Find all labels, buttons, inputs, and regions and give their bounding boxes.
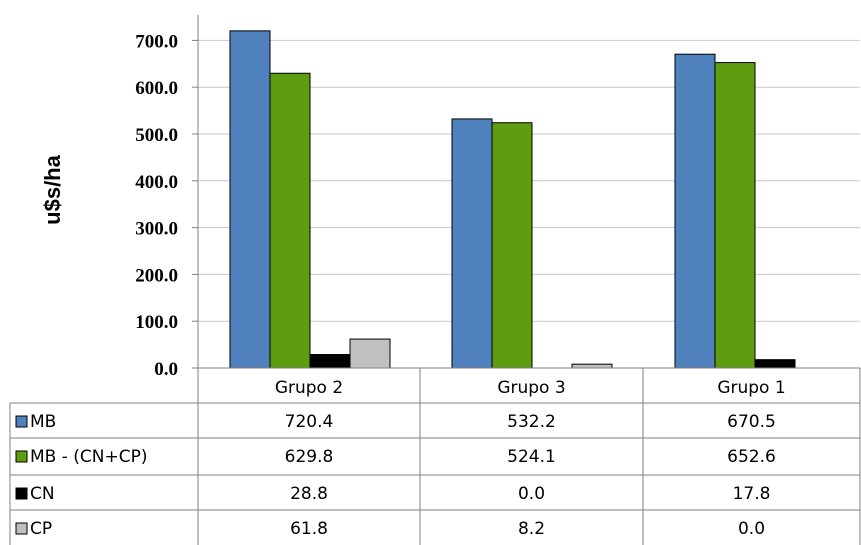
bar-mb-grupo-3 [451, 118, 493, 369]
legend-label: MB - (CN+CP) [30, 447, 148, 467]
y-tick-label: 300.0 [135, 219, 178, 240]
bar-mb-cn-cp-grupo-2 [269, 72, 311, 369]
y-tick-label: 200.0 [135, 265, 178, 286]
data-table-cell: 720.4 [285, 412, 334, 432]
y-tick-label: 700.0 [135, 31, 178, 52]
y-tick-label: 600.0 [135, 78, 178, 99]
legend-key [15, 415, 28, 428]
data-table-cell: 28.8 [290, 484, 328, 504]
legend-label: CP [30, 519, 52, 539]
legend-key [15, 487, 28, 500]
data-table-cell: 629.8 [285, 447, 334, 467]
bar-mb-grupo-1 [674, 53, 716, 369]
legend-key [15, 522, 28, 535]
y-axis-label: u$s/ha [40, 154, 65, 224]
bar-cn-grupo-2 [309, 354, 351, 369]
y-tick-label: 500.0 [135, 125, 178, 146]
bar-cp-grupo-2 [349, 338, 391, 369]
data-table-cell: 17.8 [733, 484, 771, 504]
data-table-cell: 61.8 [290, 519, 328, 539]
legend-label: CN [30, 484, 55, 504]
y-tick-label: 400.0 [135, 172, 178, 193]
y-tick-label: 100.0 [135, 312, 178, 333]
bar-mb-cn-cp-grupo-1 [714, 62, 756, 369]
data-table-cell: 524.1 [507, 447, 556, 467]
bar-mb-cn-cp-grupo-3 [491, 122, 533, 369]
category-label: Grupo 2 [275, 378, 343, 398]
bar-cp-grupo-3 [571, 363, 613, 369]
legend-key [15, 450, 28, 463]
category-label: Grupo 1 [717, 378, 785, 398]
data-table-cell: 532.2 [507, 412, 556, 432]
y-tick-label: 0.0 [154, 359, 178, 380]
category-label: Grupo 3 [497, 378, 565, 398]
legend-label: MB [30, 412, 56, 432]
data-table-cell: 0.0 [738, 519, 765, 539]
data-table-cell: 652.6 [727, 447, 776, 467]
bar-mb-grupo-2 [229, 30, 271, 369]
data-table-cell: 670.5 [727, 412, 776, 432]
data-table-cell: 8.2 [518, 519, 545, 539]
bar-cn-grupo-1 [754, 359, 796, 369]
data-table-cell: 0.0 [518, 484, 545, 504]
